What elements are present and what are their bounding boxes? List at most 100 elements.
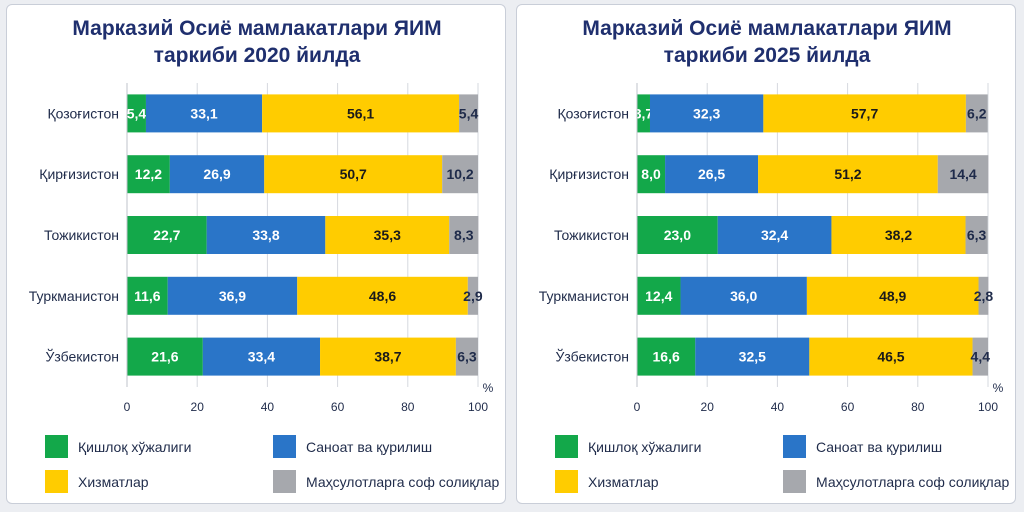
bar-segment-agriculture <box>637 276 681 315</box>
data-label-agriculture: 5,4 <box>127 105 147 121</box>
data-label-services: 51,2 <box>834 166 861 182</box>
legend-item-agriculture: Қишлоқ хўжалиги <box>555 435 701 458</box>
category-label: Ўзбекистон <box>555 348 629 365</box>
data-label-industry: 26,9 <box>203 166 230 182</box>
bar-segment-industry <box>167 276 298 315</box>
bar-segment-agriculture <box>637 94 650 133</box>
bar-segment-services <box>809 337 973 376</box>
category-label: Қирғизистон <box>39 166 119 182</box>
bar-segment-agriculture <box>637 337 696 376</box>
chart-title: Марказий Осиё мамлакатлари ЯИМ таркиби 2… <box>7 15 507 69</box>
data-label-services: 38,7 <box>374 349 401 365</box>
stacked-bar-chart-2020: 0 20 40 60 80 100% Қозоғистон 5,4 33,1 56,1 5,4 Қир… <box>29 83 494 414</box>
category-label: Ўзбекистон <box>45 348 119 365</box>
data-label-taxes: 8,3 <box>454 227 474 243</box>
legend-item-industry: Саноат ва қурилиш <box>273 435 432 458</box>
data-label-industry: 32,3 <box>693 105 720 121</box>
bar-segment-agriculture <box>637 216 718 254</box>
bar-segment-services <box>325 216 450 254</box>
category-label: Туркманистон <box>29 288 119 304</box>
chart-title-line-1: Марказий Осиё мамлакатлари ЯИМ <box>582 17 952 40</box>
x-tick-label: 60 <box>841 400 855 414</box>
data-label-industry: 32,4 <box>761 227 788 243</box>
data-label-services: 56,1 <box>347 105 374 121</box>
bar-segment-agriculture <box>127 94 146 133</box>
bar-segment-taxes <box>449 216 479 254</box>
legend-swatch-services <box>555 470 578 493</box>
x-tick-label: 100 <box>978 400 998 414</box>
chart-legend: Қишлоқ хўжалиги Саноат ва қурилиш Хизмат… <box>517 425 1017 500</box>
legend-item-taxes: Маҳсулотларга соф солиқлар <box>783 470 1009 493</box>
category-label: Қозоғистон <box>47 105 119 121</box>
bar-segment-industry <box>206 216 326 254</box>
chart-title-line-1: Марказий Осиё мамлакатлари ЯИМ <box>72 17 442 40</box>
data-label-services: 38,2 <box>885 227 912 243</box>
data-label-agriculture: 16,6 <box>653 349 680 365</box>
data-label-agriculture: 3,7 <box>634 105 654 121</box>
bar-segment-services <box>763 94 966 133</box>
legend-swatch-industry <box>273 435 296 458</box>
data-label-industry: 26,5 <box>698 166 725 182</box>
bar-segment-agriculture <box>127 216 207 254</box>
legend-swatch-agriculture <box>45 435 68 458</box>
data-label-taxes: 6,2 <box>967 105 987 121</box>
bar-segment-industry <box>202 337 321 376</box>
unit-label: % <box>993 381 1004 395</box>
legend-label-agriculture: Қишлоқ хўжалиги <box>588 438 702 455</box>
data-label-taxes: 14,4 <box>949 166 976 182</box>
bar-segment-industry <box>649 94 764 133</box>
x-tick-label: 40 <box>261 400 275 414</box>
data-label-industry: 32,5 <box>739 349 766 365</box>
bar-segment-services <box>831 216 966 254</box>
bar-segment-taxes <box>467 276 478 315</box>
legend-item-industry: Саноат ва қурилиш <box>783 435 942 458</box>
bar-segment-taxes <box>965 94 988 133</box>
bar-segment-taxes <box>442 155 478 194</box>
x-tick-label: 0 <box>124 400 131 414</box>
x-tick-label: 60 <box>331 400 345 414</box>
data-label-taxes: 10,2 <box>446 166 473 182</box>
bar-segment-industry <box>717 216 832 254</box>
x-tick-label: 40 <box>771 400 785 414</box>
x-tick-label: 0 <box>634 400 641 414</box>
bar-segment-agriculture <box>127 337 203 376</box>
chart-panel-2025: Марказий Осиё мамлакатлари ЯИМ таркиби 2… <box>516 4 1016 504</box>
legend-item-services: Хизматлар <box>555 470 659 493</box>
bar-segment-taxes <box>965 216 988 254</box>
bar-segment-services <box>320 337 456 376</box>
legend-label-industry: Саноат ва қурилиш <box>306 438 433 455</box>
bar-segment-taxes <box>459 94 478 133</box>
chart-legend: Қишлоқ хўжалиги Саноат ва қурилиш Хизмат… <box>7 425 507 500</box>
data-label-industry: 33,4 <box>248 349 275 365</box>
data-label-taxes: 6,3 <box>457 349 477 365</box>
legend-swatch-agriculture <box>555 435 578 458</box>
bar-segment-industry <box>169 155 265 194</box>
data-label-taxes: 6,3 <box>967 227 987 243</box>
legend-label-services: Хизматлар <box>588 473 659 490</box>
bar-segment-industry <box>680 276 807 315</box>
bar-segment-agriculture <box>127 155 170 194</box>
legend-label-taxes: Маҳсулотларга соф солиқлар <box>306 473 500 490</box>
bar-segment-taxes <box>937 155 989 194</box>
legend-label-taxes: Маҳсулотларга соф солиқлар <box>816 473 1010 490</box>
unit-label: % <box>483 381 494 395</box>
legend-swatch-industry <box>783 435 806 458</box>
data-label-industry: 36,9 <box>219 288 246 304</box>
legend-swatch-taxes <box>273 470 296 493</box>
bar-segment-services <box>262 94 460 133</box>
data-label-agriculture: 12,4 <box>645 288 672 304</box>
bar-segment-industry <box>145 94 263 133</box>
bar-segment-services <box>758 155 938 194</box>
legend-label-industry: Саноат ва қурилиш <box>816 438 943 455</box>
bar-segment-services <box>297 276 468 315</box>
category-label: Туркманистон <box>539 288 629 304</box>
bar-segment-services <box>264 155 443 194</box>
bar-segment-services <box>806 276 979 315</box>
x-tick-label: 80 <box>911 400 925 414</box>
x-tick-label: 100 <box>468 400 488 414</box>
chart-title: Марказий Осиё мамлакатлари ЯИМ таркиби 2… <box>517 15 1017 69</box>
data-label-services: 35,3 <box>374 227 401 243</box>
bar-segment-industry <box>665 155 759 194</box>
bar-segment-agriculture <box>127 276 168 315</box>
legend-item-agriculture: Қишлоқ хўжалиги <box>45 435 191 458</box>
